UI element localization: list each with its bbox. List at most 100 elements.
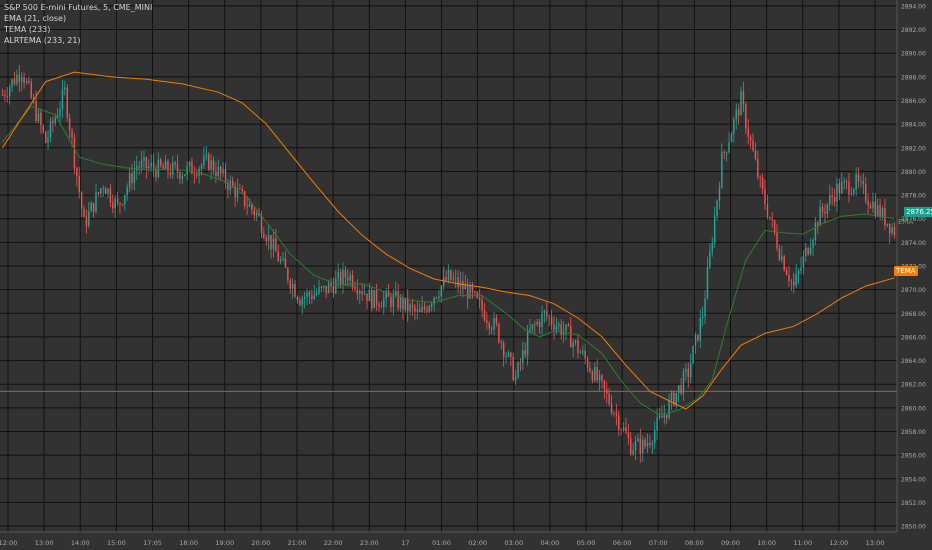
candle-body	[536, 322, 538, 325]
candle-body	[493, 317, 495, 330]
candle-body	[495, 317, 498, 324]
candle-body	[433, 297, 435, 305]
candle-body	[140, 160, 143, 168]
y-tick-label: 2890.00	[901, 51, 926, 58]
candle-body	[574, 340, 577, 343]
candle-body	[68, 117, 71, 131]
candle-body	[337, 272, 339, 279]
x-tick-label: 11:00	[793, 539, 812, 547]
candle-body	[35, 100, 37, 121]
candle-body	[30, 82, 32, 98]
candle-body	[330, 283, 332, 286]
candle-body	[227, 183, 229, 190]
candle-body	[102, 188, 104, 190]
candle-body	[651, 442, 654, 445]
y-tick-label: 2864.00	[901, 358, 926, 365]
candle-body	[682, 371, 685, 394]
candle-body	[112, 202, 114, 209]
candle-body	[594, 366, 596, 381]
candle-body	[205, 154, 208, 157]
candle-body	[335, 278, 337, 294]
candle-body	[589, 367, 591, 372]
candle-body	[474, 291, 476, 293]
candle-body	[363, 293, 366, 295]
candle-body	[371, 289, 373, 309]
candle-body	[395, 291, 397, 296]
candle-body	[742, 91, 745, 105]
y-tick-label: 2870.00	[901, 287, 926, 294]
candle-body	[718, 188, 721, 201]
candle-body	[749, 136, 752, 141]
candle-body	[215, 171, 217, 177]
candle-body	[37, 112, 40, 121]
candle-body	[642, 439, 644, 454]
candle-body	[507, 352, 510, 357]
candle-body	[438, 296, 440, 298]
candle-body	[689, 363, 692, 378]
candle-body	[567, 324, 570, 326]
candle-body	[59, 108, 61, 116]
candle-body	[721, 151, 723, 189]
x-tick-label: 04:00	[541, 539, 560, 547]
candle-body	[222, 168, 224, 174]
candle-body	[188, 161, 191, 166]
candle-body	[253, 209, 255, 215]
candle-body	[833, 196, 836, 203]
candle-body	[277, 251, 279, 262]
y-tick-label: 2878.00	[901, 193, 926, 200]
candle-body	[481, 300, 483, 311]
candle-body	[219, 166, 222, 174]
candle-body	[210, 160, 212, 170]
candle-body	[361, 291, 363, 295]
candle-body	[524, 350, 526, 356]
candle-body	[162, 165, 164, 169]
candle-body	[771, 218, 773, 221]
candle-body	[203, 156, 205, 165]
candle-body	[181, 175, 184, 179]
candle-body	[514, 376, 517, 381]
candle-body	[354, 286, 356, 290]
candle-body	[802, 256, 805, 268]
x-tick-label: 03:00	[504, 539, 523, 547]
candle-body	[478, 297, 481, 301]
candle-body	[550, 317, 553, 325]
candle-body	[126, 187, 128, 196]
indicator-alrtema-label[interactable]: ALRTEMA (233, 21)	[4, 36, 81, 45]
candle-body	[663, 414, 666, 418]
candle-body	[176, 164, 179, 173]
y-tick-label: 2852.00	[901, 500, 926, 507]
candle-body	[582, 350, 584, 353]
candle-body	[709, 251, 711, 267]
x-tick-label: 12:00	[830, 539, 849, 547]
candle-body	[212, 160, 215, 172]
candle-body	[845, 181, 848, 183]
candle-body	[701, 316, 704, 319]
candle-body	[888, 223, 891, 234]
candle-body	[143, 157, 145, 161]
candle-body	[311, 295, 313, 299]
candle-body	[80, 192, 83, 209]
candle-body	[54, 117, 56, 124]
candle-body	[18, 74, 21, 82]
candle-body	[186, 165, 188, 175]
candle-body	[586, 358, 589, 368]
candle-body	[464, 285, 467, 290]
candle-body	[680, 385, 682, 394]
candle-body	[884, 207, 886, 226]
x-tick-label: 06:00	[613, 539, 632, 547]
candle-body	[826, 204, 829, 214]
candle-body	[622, 427, 625, 431]
candle-body	[471, 284, 474, 292]
candle-body	[289, 280, 291, 289]
candle-body	[61, 89, 64, 109]
indicator-tema-label[interactable]: TEMA (233)	[4, 25, 51, 34]
candle-body	[579, 352, 582, 354]
candle-body	[886, 223, 889, 226]
candle-body	[428, 306, 431, 312]
candle-body	[836, 183, 838, 203]
candle-body	[133, 170, 136, 184]
indicator-ema-label[interactable]: EMA (21, close)	[4, 14, 67, 23]
candle-body	[565, 324, 567, 332]
candle-body	[104, 188, 107, 195]
